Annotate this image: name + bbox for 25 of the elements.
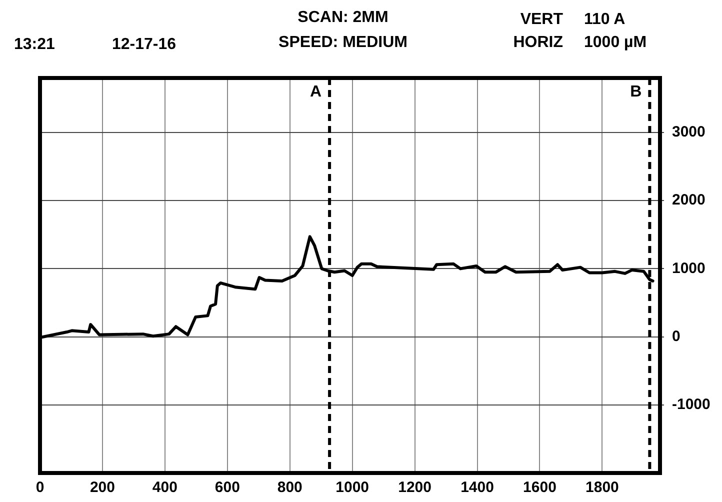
x-tick-label: 1800: [586, 479, 619, 496]
text: SPEED: MEDIUM: [278, 34, 408, 52]
x-tick-label: 1000: [336, 479, 370, 496]
x-tick-label: 0: [36, 479, 44, 496]
x-tick-label: 1200: [398, 479, 432, 496]
y-tick-label: 1000: [672, 260, 706, 277]
y-tick-label: -1000: [672, 396, 710, 414]
x-tick-label: 1400: [460, 479, 494, 496]
text: 110 A: [584, 11, 626, 29]
text: VERT: [520, 11, 563, 29]
y-tick-label: 2000: [672, 192, 706, 209]
text: SCAN: 2MM: [298, 9, 388, 27]
y-tick-label: 0: [672, 328, 680, 345]
text: 1000 µM: [584, 34, 647, 52]
x-tick-label: 400: [152, 479, 178, 496]
text: 12-17-16: [112, 36, 176, 54]
x-tick-label: 1600: [523, 479, 556, 496]
x-tick-label: 800: [277, 479, 302, 496]
ref-line-label: A: [310, 83, 322, 100]
x-tick-label: 600: [214, 479, 240, 496]
text: 13:21: [14, 36, 55, 54]
ref-line-label: B: [630, 83, 642, 100]
text: HORIZ: [513, 34, 563, 52]
x-tick-label: 200: [90, 479, 115, 496]
y-tick-label: 3000: [672, 124, 706, 141]
